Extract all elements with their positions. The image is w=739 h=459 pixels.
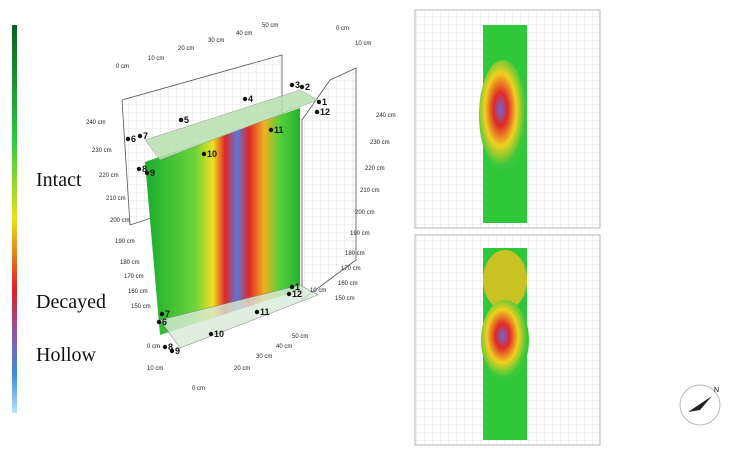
sensor-label: 8 [168,342,173,352]
sensor [159,311,165,317]
sensor [144,170,150,176]
axis-label: 10 cm [148,56,164,62]
axis-label: 0 cm [336,26,349,32]
compass-label: N [714,387,719,394]
legend-label: Hollow [36,344,97,366]
sensor-label: 9 [150,168,155,178]
sensor [208,331,214,337]
axis-label: 190 cm [115,239,135,245]
sensor [242,96,248,102]
axis-label: 40 cm [276,344,292,350]
axis-label: 240 cm [86,120,106,126]
axis-label: 10 cm [310,288,326,294]
sensor [201,151,207,157]
axis-label: 30 cm [208,38,224,44]
sensor [137,133,143,139]
axis-label: 220 cm [99,173,119,179]
sensor [268,127,274,133]
sensor [125,136,131,142]
legend-label: Intact [36,169,82,191]
legend-label: Decayed [36,291,106,313]
axis-label: 0 cm [192,386,205,392]
sensor-label: 9 [175,346,180,356]
axis-label: 200 cm [355,210,375,216]
axis-label: 230 cm [92,148,112,154]
axis-label: 0 cm [116,64,129,70]
axis-label: 180 cm [345,251,365,257]
sensor [162,344,168,350]
sensor-label: 5 [184,115,189,125]
sensor [299,84,305,90]
sensor-label: 11 [274,125,284,135]
sensor-label: 6 [162,317,167,327]
axis-label: 30 cm [256,354,272,360]
sensor [316,99,322,105]
axis-label: 40 cm [236,31,252,37]
sensor-label: 12 [320,107,330,117]
sensor-label: 1 [322,97,327,107]
sensor-label: 8 [142,164,147,174]
sensor-label: 2 [305,82,310,92]
axis-label: 210 cm [360,188,380,194]
axis-label: 160 cm [128,289,148,295]
axis-label: 170 cm [341,266,361,272]
sensor-label: 10 [214,329,224,339]
axis-label: 50 cm [292,334,308,340]
sensor-label: 7 [143,131,148,141]
sensor [136,166,142,172]
sensor-label: 10 [207,149,217,159]
sensor-label: 7 [165,309,170,319]
axis-label: 150 cm [131,304,151,310]
sensor [314,109,320,115]
axis-label: 200 cm [110,218,130,224]
axis-label: 50 cm [262,23,278,29]
sensor [286,291,292,297]
sensor-label: 4 [248,94,253,104]
sensor [169,348,175,354]
sensor [289,284,295,290]
axis-label: 240 cm [376,113,396,119]
sensor-label: 3 [295,80,300,90]
axis-label: 10 cm [355,41,371,47]
color-bar [12,25,17,413]
axis-label: 10 cm [147,366,163,372]
axis-label: 210 cm [106,196,126,202]
sensor [178,117,184,123]
sensor-label: 12 [292,289,302,299]
axis-label: 20 cm [234,366,250,372]
axis-label: 170 cm [124,274,144,280]
axis-label: 230 cm [370,140,390,146]
tomogram-top [414,9,601,229]
axis-label: 0 cm [147,344,160,350]
axis-label: 180 cm [120,260,140,266]
axis-label: 220 cm [365,166,385,172]
tomogram-bottom [414,234,601,446]
axis-label: 20 cm [178,46,194,52]
sensor-label: 6 [131,134,136,144]
sensor-label: 1 [295,282,300,292]
sensor [156,319,162,325]
axis-label: 190 cm [350,231,370,237]
axis-label: 160 cm [338,281,358,287]
axis-label: 150 cm [335,296,355,302]
sensor [254,309,260,315]
sensor [289,82,295,88]
sensor-label: 11 [260,307,270,317]
trunk-model [121,54,357,349]
compass [679,384,721,426]
